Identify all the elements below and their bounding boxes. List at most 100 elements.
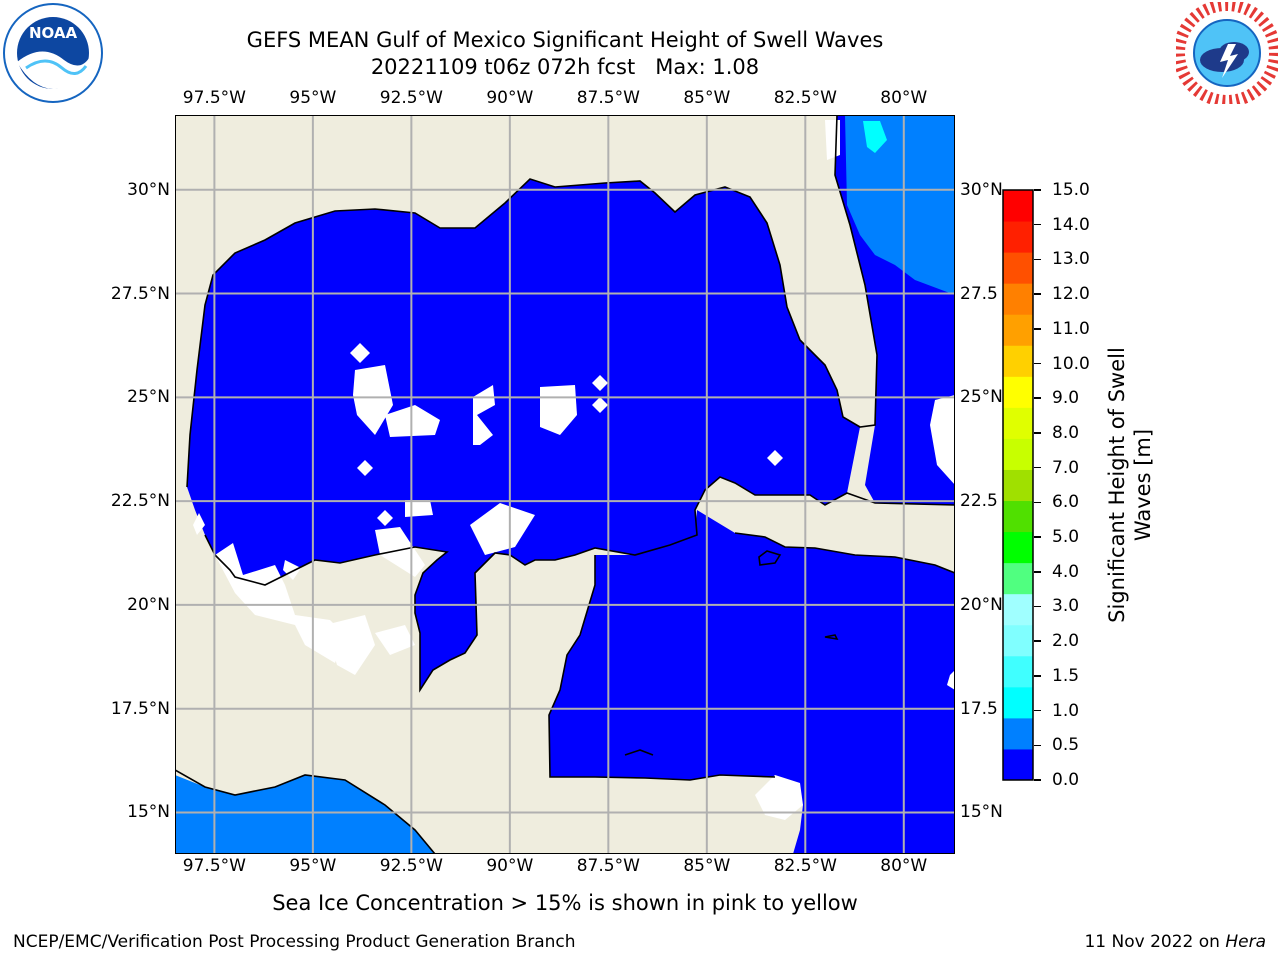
colorbar-band: [1003, 376, 1033, 408]
lon-tick-top: 87.5°W: [576, 88, 640, 108]
colorbar-tick-label: 8.0: [1052, 422, 1080, 443]
lat-tick-left: 17.5°N: [110, 698, 170, 719]
lat-tick-right: 17.5: [960, 698, 998, 719]
colorbar-tick-mark: [1034, 397, 1041, 399]
colorbar-tick-label: 4.0: [1052, 561, 1080, 582]
graticule: [175, 115, 955, 854]
colorbar-tick-mark: [1034, 779, 1041, 781]
footer-date: 11 Nov 2022 on Hera: [1084, 932, 1266, 952]
colorbar-band: [1003, 655, 1033, 688]
lat-tick-right: 15°N: [960, 802, 1003, 823]
colorbar-tick-mark: [1034, 258, 1041, 261]
swell-zone-1m: [863, 121, 887, 153]
map-subtitle: 20221109 t06z 072h fcst Max: 1.08: [370, 55, 760, 79]
colorbar-tick-mark: [1034, 189, 1041, 191]
lon-tick-bottom: 97.5°W: [182, 856, 246, 876]
lon-tick-bottom: 90°W: [486, 856, 534, 876]
lat-tick-right: 25°N: [960, 387, 1003, 408]
lon-tick-top: 82.5°W: [773, 88, 837, 108]
lat-tick-right: 30°N: [960, 179, 1003, 200]
map-canvas: [175, 115, 955, 854]
colorbar-tick-mark: [1034, 571, 1041, 573]
colorbar-tick-mark: [1034, 605, 1041, 608]
colorbar-tick-label: 1.0: [1052, 700, 1080, 721]
lon-tick-bottom: 87.5°W: [576, 856, 640, 876]
lat-tick-left: 20°N: [127, 594, 170, 615]
colorbar-band: [1003, 593, 1033, 626]
colorbar-tick-mark: [1034, 223, 1041, 226]
colorbar-band: [1003, 283, 1033, 315]
lon-tick-top: 95°W: [289, 88, 337, 108]
colorbar-tick-mark: [1034, 709, 1041, 712]
lon-tick-bottom: 80°W: [880, 856, 928, 876]
colorbar-tick-label: 3.0: [1052, 596, 1080, 617]
colorbar-tick-mark: [1034, 744, 1041, 747]
colorbar-band: [1003, 562, 1033, 595]
colorbar-band: [1003, 469, 1033, 502]
lon-tick-top: 80°W: [880, 88, 928, 108]
lon-tick-top: 92.5°W: [379, 88, 443, 108]
lon-tick-bottom: 92.5°W: [379, 856, 443, 876]
footer-credit: NCEP/EMC/Verification Post Processing Pr…: [13, 932, 576, 952]
colorbar-tick-label: 2.0: [1052, 631, 1080, 652]
lon-tick-bottom: 82.5°W: [773, 856, 837, 876]
nws-logo: [1173, 0, 1280, 107]
lon-tick-bottom: 95°W: [289, 856, 337, 876]
gulf-of-mexico: [187, 179, 860, 690]
colorbar-tick-mark: [1034, 640, 1041, 642]
colorbar-tick-label: 0.5: [1052, 735, 1080, 756]
colorbar-band: [1003, 686, 1033, 719]
lat-tick-left: 25°N: [127, 387, 170, 408]
colorbar-tick-mark: [1034, 362, 1041, 365]
map-title: GEFS MEAN Gulf of Mexico Significant Hei…: [246, 28, 884, 52]
colorbar-tick-mark: [1034, 293, 1041, 295]
lat-tick-right: 20°N: [960, 594, 1003, 615]
sea-ice-note: Sea Ice Concentration > 15% is shown in …: [272, 891, 858, 915]
colorbar-tick-mark: [1034, 432, 1041, 434]
colorbar-tick-label: 14.0: [1052, 214, 1090, 235]
colorbar-tick-mark: [1034, 675, 1041, 677]
colorbar-band: [1003, 500, 1033, 533]
footer-date-text: 11 Nov 2022 on: [1084, 932, 1226, 952]
colorbar-tick-label: 11.0: [1052, 318, 1090, 339]
colorbar-tick-label: 5.0: [1052, 527, 1080, 548]
colorbar-tick-mark: [1034, 501, 1041, 504]
colorbar-band: [1003, 221, 1033, 253]
lat-tick-right: 27.5: [960, 283, 998, 304]
colorbar-tick-label: 13.0: [1052, 249, 1090, 270]
colorbar-band: [1003, 748, 1033, 781]
colorbar-tick-label: 15.0: [1052, 180, 1090, 200]
lon-tick-top: 85°W: [683, 88, 731, 108]
colorbar-tick-label: 7.0: [1052, 457, 1080, 478]
colorbar-band: [1003, 190, 1033, 222]
colorbar-band: [1003, 438, 1033, 470]
colorbar-band: [1003, 531, 1033, 564]
caribbean-sea: [549, 510, 955, 854]
colorbar-band: [1003, 407, 1033, 439]
colorbar-tick-label: 10.0: [1052, 353, 1090, 374]
svg-text:NOAA: NOAA: [29, 24, 78, 42]
lon-tick-top: 90°W: [486, 88, 534, 108]
swell-zone-atlantic: [845, 115, 955, 295]
colorbar-tick-mark: [1034, 466, 1041, 469]
colorbar-tick-label: 9.0: [1052, 388, 1080, 409]
lon-tick-top: 97.5°W: [182, 88, 246, 108]
lat-tick-left: 22.5°N: [110, 491, 170, 512]
colorbar-tick-mark: [1034, 328, 1041, 330]
lon-tick-bottom: 85°W: [683, 856, 731, 876]
colorbar: [1002, 189, 1034, 781]
colorbar-band: [1003, 345, 1033, 377]
colorbar-tick-label: 6.0: [1052, 492, 1080, 513]
noaa-logo: NOAA: [2, 2, 104, 104]
footer-host: Hera: [1225, 932, 1266, 952]
colorbar-tick-label: 12.0: [1052, 284, 1090, 305]
colorbar-tick-label: 1.5: [1052, 665, 1080, 686]
colorbar-label: Significant Height of Swell Waves [m]: [1105, 347, 1155, 623]
colorbar-band: [1003, 717, 1033, 750]
lat-tick-left: 27.5°N: [110, 283, 170, 304]
lat-tick-left: 30°N: [127, 179, 170, 200]
lat-tick-right: 22.5: [960, 491, 998, 512]
lat-tick-left: 15°N: [127, 802, 170, 823]
colorbar-band: [1003, 624, 1033, 657]
colorbar-band: [1003, 252, 1033, 284]
